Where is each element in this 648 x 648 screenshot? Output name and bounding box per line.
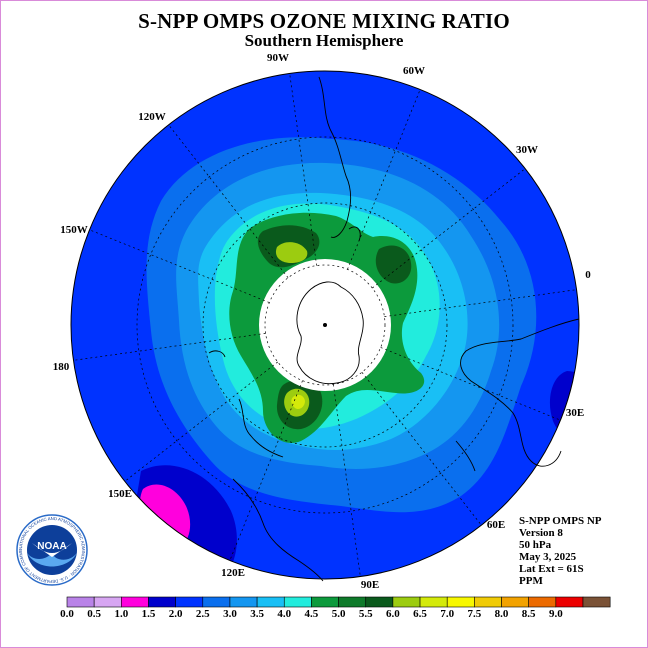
- colorbar-swatch: [202, 596, 231, 608]
- colorbar-tick-label: 2.0: [168, 608, 183, 620]
- page-subtitle: Southern Hemisphere: [244, 31, 404, 50]
- colorbar-swatch: [93, 596, 122, 608]
- colorbar-swatch: [555, 596, 584, 608]
- colorbar-swatch: [175, 596, 204, 608]
- colorbar-tick-label: 8.0: [494, 608, 509, 620]
- colorbar-swatch: [528, 596, 557, 608]
- meridian-line: [73, 333, 266, 361]
- page-title: S-NPP OMPS OZONE MIXING RATIO: [138, 9, 510, 33]
- colorbar-swatch: [419, 596, 448, 608]
- lon-label-150w: 150W: [60, 224, 88, 236]
- ozone-band-5-5-6-0: [291, 394, 305, 410]
- meridian-line: [168, 124, 289, 278]
- noaa-logo: NOAA NATIONAL OCEANIC AND ATMOSPHERIC AD…: [15, 513, 88, 586]
- colorbar-swatch: [256, 596, 285, 608]
- colorbar-tick-label: 4.5: [304, 608, 319, 620]
- colorbar-tick-label: 3.5: [250, 608, 264, 620]
- lon-label-0: 0: [585, 269, 591, 281]
- colorbar-swatch: [582, 596, 611, 608]
- info-lat-ext: Lat Ext = 61S: [519, 563, 584, 575]
- lon-label-60w: 60W: [403, 65, 425, 77]
- colorbar-swatch: [446, 596, 475, 608]
- australia-coast-a: [238, 398, 284, 458]
- colorbar-swatch: [311, 596, 339, 608]
- colorbar-swatch: [392, 596, 421, 608]
- colorbar-tick-label: 6.0: [386, 608, 400, 620]
- colorbar-tick-label: 0.0: [60, 608, 74, 620]
- coastlines: [208, 76, 580, 582]
- colorbar-tick-label: 4.0: [277, 608, 292, 620]
- colorbar-swatch: [501, 596, 529, 608]
- south-america-coast: [318, 76, 352, 238]
- colorbar-swatch: [283, 596, 312, 608]
- meridian-line: [89, 229, 270, 303]
- south-pole-marker: [323, 323, 327, 327]
- lon-label-120e: 120E: [221, 567, 245, 579]
- colorbar-swatch: [474, 596, 502, 608]
- lon-label-120w: 120W: [138, 111, 166, 123]
- ozone-band-4-5-5-0-b: [375, 245, 412, 284]
- colorbar-tick-label: 1.0: [114, 608, 129, 620]
- colorbar-tick-label: 9.0: [548, 608, 563, 620]
- lon-label-90w: 90W: [267, 52, 289, 64]
- nz-south: [208, 350, 226, 358]
- colorbar-tick-label: 3.0: [223, 608, 237, 620]
- lon-label-60e: 60E: [486, 519, 506, 531]
- lon-label-180: 180: [52, 361, 70, 373]
- info-version: Version 8: [519, 527, 563, 539]
- colorbar-tick-label: 1.5: [141, 608, 156, 620]
- australia-coast-b: [232, 478, 324, 582]
- colorbar-tick-label: 2.5: [195, 608, 210, 620]
- noaa-logo-text: NOAA: [37, 541, 66, 552]
- colorbar-swatch: [66, 596, 95, 608]
- meridian-line: [124, 361, 278, 482]
- meridian-line: [380, 347, 561, 421]
- colorbar-swatch: [365, 596, 394, 608]
- meridian-line: [229, 380, 303, 561]
- info-block: S-NPP OMPS NP Version 8 50 hPa May 3, 20…: [519, 515, 602, 587]
- madagascar: [455, 440, 476, 472]
- africa-coast: [460, 318, 580, 467]
- colorbar-tick-label: 5.0: [331, 608, 346, 620]
- info-instrument: S-NPP OMPS NP: [519, 515, 602, 527]
- lon-label-30e: 30E: [565, 407, 585, 419]
- lon-label-90e: 90E: [360, 579, 380, 591]
- meridian-line: [384, 289, 577, 317]
- meridian-line: [289, 73, 317, 266]
- info-units: PPM: [519, 575, 543, 587]
- latitude-lines: [136, 136, 514, 514]
- lon-label-150e: 150E: [108, 488, 132, 500]
- colorbar-tick-label: 0.5: [87, 608, 102, 620]
- meridian-line: [347, 89, 421, 270]
- colorbar-tick-label: 7.5: [467, 608, 482, 620]
- colorbar-tick-label: 6.5: [413, 608, 427, 620]
- map-outline: [70, 70, 580, 580]
- colorbar-tick-label: 8.5: [521, 608, 536, 620]
- meridian-line: [361, 372, 482, 526]
- colorbar-tick-label: 7.0: [440, 608, 455, 620]
- colorbar-swatch: [148, 596, 176, 608]
- meridian-line: [333, 384, 361, 577]
- lon-label-30w: 30W: [516, 144, 538, 156]
- info-date: May 3, 2025: [519, 551, 577, 563]
- ozone-band-5-0-5-5-a: [275, 242, 308, 263]
- meridian-line: [372, 168, 526, 289]
- antarctic-peninsula: [348, 226, 361, 242]
- colorbar-tick-label: 5.5: [358, 608, 373, 620]
- meridian-lines: [73, 73, 577, 577]
- colorbar-swatch: [121, 596, 149, 608]
- colorbar-swatch: [229, 596, 258, 608]
- colorbar-swatch: [338, 596, 367, 608]
- info-level: 50 hPa: [519, 539, 552, 551]
- antarctica-coast: [296, 281, 364, 385]
